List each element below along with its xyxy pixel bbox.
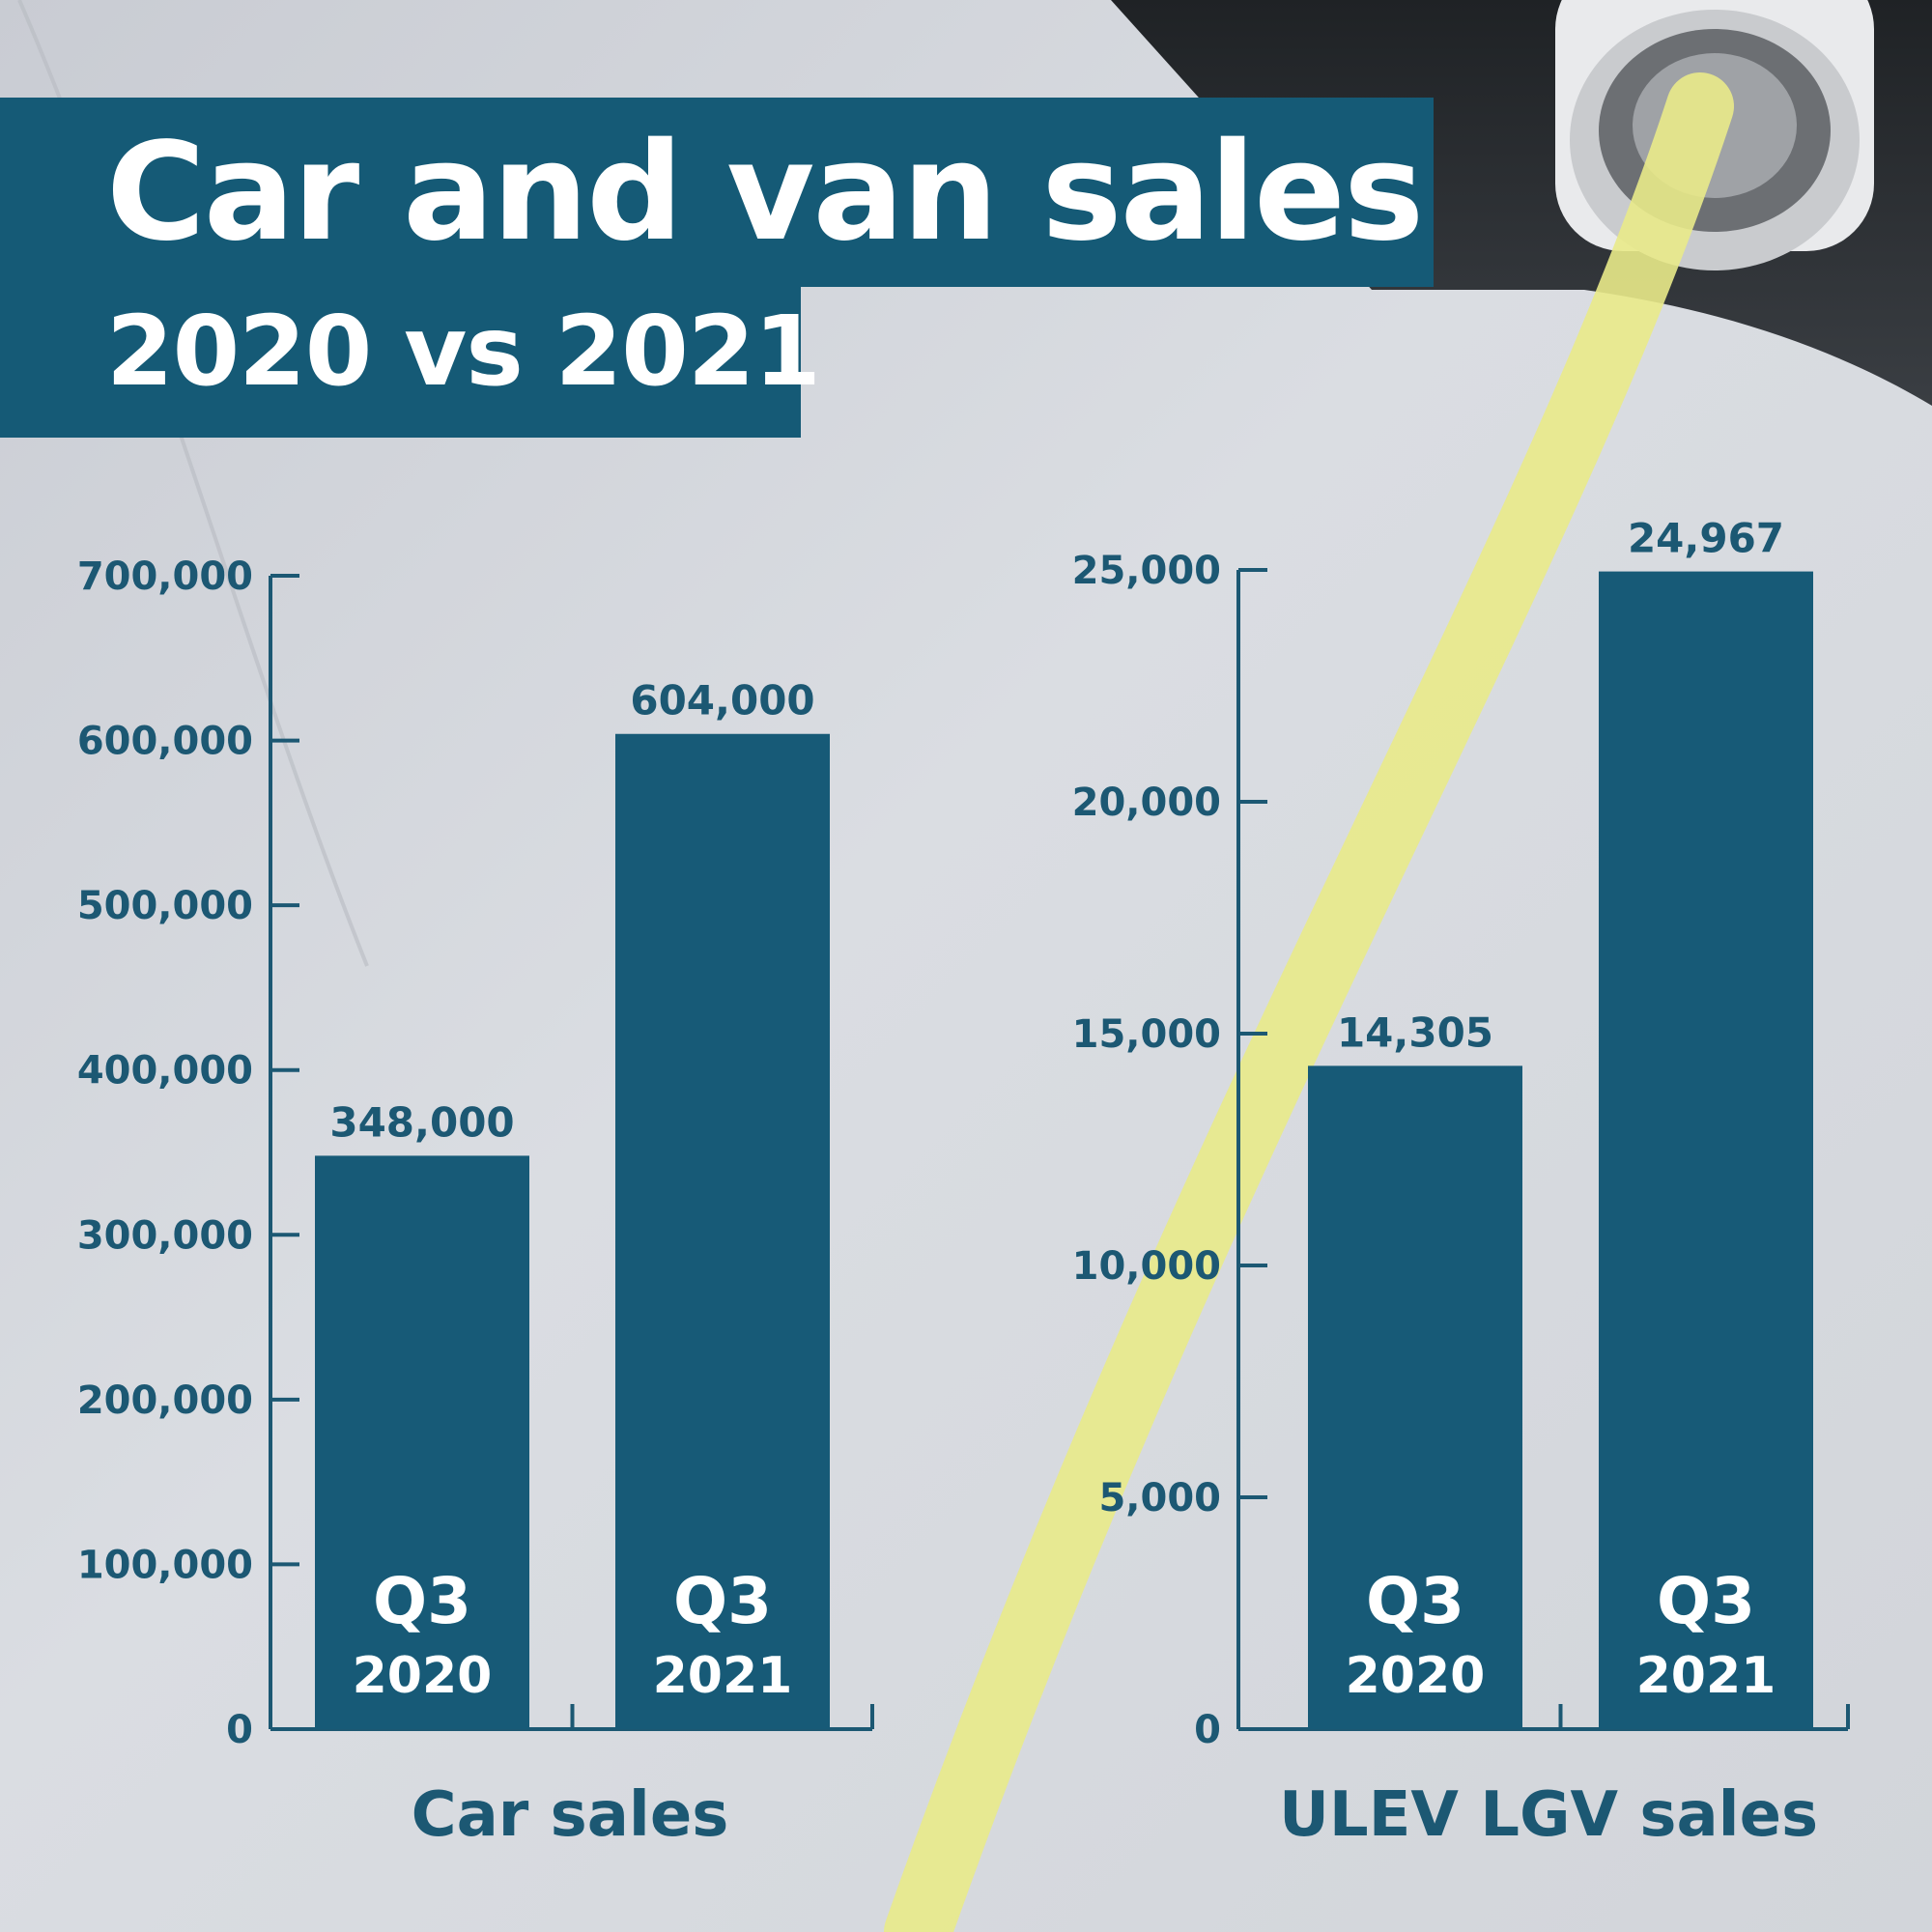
category-label-quarter: Q3 bbox=[1657, 1564, 1755, 1638]
y-tick-label: 700,000 bbox=[77, 554, 253, 599]
category-label-quarter: Q3 bbox=[1366, 1564, 1464, 1638]
chart-subtitle: 2020 vs 2021 bbox=[106, 295, 821, 408]
title-banner bbox=[0, 98, 1434, 287]
bar bbox=[1308, 1065, 1522, 1729]
y-tick-label: 400,000 bbox=[77, 1049, 253, 1094]
y-tick-label: 200,000 bbox=[77, 1378, 253, 1423]
y-tick-label: 20,000 bbox=[1072, 781, 1221, 825]
x-axis-title: Car sales bbox=[412, 1779, 729, 1851]
category-label-year: 2021 bbox=[1636, 1647, 1776, 1705]
category-label-year: 2021 bbox=[653, 1647, 793, 1705]
y-tick-label: 25,000 bbox=[1072, 549, 1221, 593]
y-tick-label: 5,000 bbox=[1098, 1476, 1221, 1520]
y-tick-label: 15,000 bbox=[1072, 1012, 1221, 1057]
data-label: 24,967 bbox=[1628, 515, 1784, 562]
category-label-quarter: Q3 bbox=[373, 1564, 471, 1638]
y-tick-label: 600,000 bbox=[77, 720, 253, 764]
data-label: 348,000 bbox=[329, 1098, 514, 1146]
bar bbox=[1599, 571, 1813, 1729]
y-tick-label: 10,000 bbox=[1072, 1244, 1221, 1289]
subtitle-banner bbox=[0, 287, 801, 438]
y-tick-label: 100,000 bbox=[77, 1543, 253, 1587]
y-tick-label: 0 bbox=[1194, 1708, 1221, 1752]
chart-title: Car and van sales bbox=[106, 114, 1424, 271]
bar bbox=[615, 733, 830, 1730]
y-tick-label: 500,000 bbox=[77, 884, 253, 928]
y-tick-label: 0 bbox=[226, 1708, 253, 1752]
category-label-quarter: Q3 bbox=[673, 1564, 772, 1638]
category-label-year: 2020 bbox=[353, 1647, 493, 1705]
x-axis-title: ULEV LGV sales bbox=[1279, 1779, 1818, 1851]
data-label: 14,305 bbox=[1337, 1009, 1493, 1056]
category-label-year: 2020 bbox=[1346, 1647, 1486, 1705]
bar bbox=[315, 1155, 529, 1729]
y-tick-label: 300,000 bbox=[77, 1213, 253, 1258]
charging-cable bbox=[884, 72, 1734, 1932]
data-label: 604,000 bbox=[630, 677, 814, 724]
